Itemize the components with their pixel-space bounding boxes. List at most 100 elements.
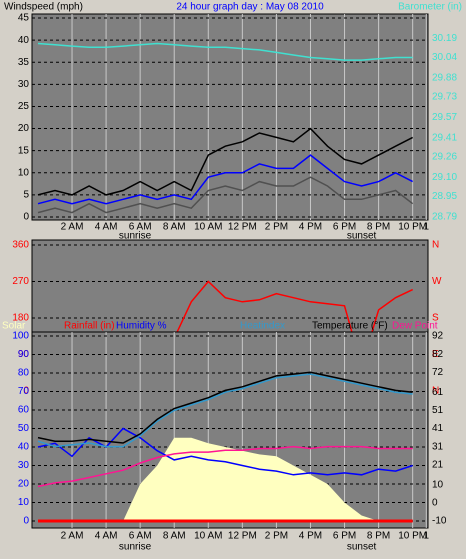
y-tick-label: 10	[18, 167, 30, 178]
x-tick-label: 10 PM	[398, 531, 427, 542]
y2-tick-label: 29.41	[432, 133, 457, 144]
x-tick-label: 2 PM	[265, 531, 288, 542]
y2-tick-label: 29.73	[432, 92, 457, 103]
y2-tick-label: 92	[432, 331, 444, 342]
y-tick-label: 40	[18, 442, 30, 453]
line	[37, 42, 413, 61]
x-tick-label: 4 PM	[299, 222, 322, 233]
y-tick-label: 50	[18, 423, 30, 434]
x-tick-label: 10 AM	[194, 531, 222, 542]
line	[37, 445, 413, 488]
area	[37, 437, 413, 521]
x-tick-label: 4 AM	[95, 531, 118, 542]
y-tick-label: 0	[23, 212, 29, 223]
plot-area	[31, 13, 429, 221]
y2-tick-label: -10	[432, 516, 447, 527]
y2-tick-label: 31	[432, 441, 444, 452]
y-tick-label: 30	[18, 460, 30, 471]
y-tick-label: 10	[18, 497, 30, 508]
y2-tick-label: 29.10	[432, 172, 457, 183]
y-tick-label: 180	[12, 313, 29, 324]
y-axis-label: Windspeed (mph)	[4, 2, 83, 13]
annotation: sunset	[347, 542, 377, 553]
y2-tick-label: 30.19	[432, 33, 457, 44]
line	[37, 127, 414, 196]
x-tick-label: 8 AM	[163, 531, 186, 542]
x-tick-label: 10 AM	[194, 222, 222, 233]
y-tick-label: 60	[18, 405, 30, 416]
y-tick-label: 90	[18, 349, 30, 360]
y-tick-label: 30	[18, 79, 30, 90]
y2-tick-label: 29.88	[432, 73, 457, 84]
y-tick-label: 25	[18, 101, 30, 112]
chart-title: 24 hour graph day : May 08 2010	[176, 2, 324, 13]
legend-entry: Humidity %	[116, 321, 167, 332]
line	[37, 373, 413, 448]
y-tick-label: 70	[18, 386, 30, 397]
y-tick-label: 0	[23, 516, 29, 527]
line	[37, 176, 414, 214]
legend-entry: Heatindex	[240, 321, 285, 332]
x-tick-label: 6 AM	[129, 531, 152, 542]
x-tick-label: 12 PM	[228, 222, 257, 233]
y2-tick-label: 29.57	[432, 112, 457, 123]
x-tick-label: 10 PM	[398, 222, 427, 233]
line	[37, 154, 414, 205]
x-tick-label: 6 PM	[333, 531, 356, 542]
x-tick-label: 6 AM	[129, 222, 152, 233]
y-tick-label: 0	[23, 386, 29, 397]
x-tick-label: 1	[424, 222, 430, 233]
y2-tick-label: 10	[432, 479, 444, 490]
y2-axis-label: Barometer (in)	[398, 2, 462, 13]
line	[37, 427, 413, 476]
y-tick-label: 90	[18, 349, 30, 360]
x-tick-label: 8 PM	[367, 531, 390, 542]
y-tick-label: 100	[12, 331, 29, 342]
x-tick-label: 2 AM	[61, 222, 84, 233]
x-tick-label: 1	[424, 531, 430, 542]
annotation: sunrise	[119, 542, 152, 553]
y2-tick-label: 28.95	[432, 191, 457, 202]
x-tick-label: 12 PM	[228, 531, 257, 542]
y2-tick-label: 28.79	[432, 212, 457, 223]
y2-tick-label: W	[432, 276, 442, 287]
y-tick-label: 20	[18, 123, 30, 134]
x-tick-label: 2 AM	[61, 531, 84, 542]
legend-entry: Solar	[2, 321, 26, 332]
y2-tick-label: N	[432, 240, 439, 251]
annotation: sunset	[347, 231, 377, 242]
legend-entry: Temperature (°F)	[312, 321, 388, 332]
y2-tick-label: 21	[432, 459, 444, 470]
x-tick-label: 4 PM	[299, 531, 322, 542]
y2-tick-label: E	[432, 349, 439, 360]
y-tick-label: 270	[12, 276, 29, 287]
y2-tick-label: 82	[432, 349, 444, 360]
y-tick-label: 40	[18, 35, 30, 46]
y2-tick-label: 0	[432, 498, 438, 509]
line	[37, 371, 413, 444]
y-tick-label: 45	[18, 13, 30, 24]
y2-tick-label: 61	[432, 387, 444, 398]
y-tick-label: 20	[18, 479, 30, 490]
y2-tick-label: 41	[432, 423, 444, 434]
y2-tick-label: 30.04	[432, 52, 457, 63]
y2-tick-label: 72	[432, 367, 444, 378]
y2-tick-label: 29.26	[432, 152, 457, 163]
legend-entry: Dew Point	[392, 321, 438, 332]
x-tick-label: 8 AM	[163, 222, 186, 233]
x-tick-label: 4 AM	[95, 222, 118, 233]
annotation: sunrise	[119, 231, 152, 242]
y2-tick-label: S	[432, 313, 439, 324]
legend-entry: Rainfall (in)	[64, 321, 115, 332]
y-tick-label: 35	[18, 57, 30, 68]
y2-tick-label: N	[432, 386, 439, 397]
x-tick-label: 2 PM	[265, 222, 288, 233]
y-tick-label: 5	[23, 190, 29, 201]
x-tick-label: 8 PM	[367, 222, 390, 233]
y-tick-label: 15	[18, 145, 30, 156]
y-tick-label: 80	[18, 368, 30, 379]
x-tick-label: 6 PM	[333, 222, 356, 233]
y2-tick-label: 51	[432, 405, 444, 416]
